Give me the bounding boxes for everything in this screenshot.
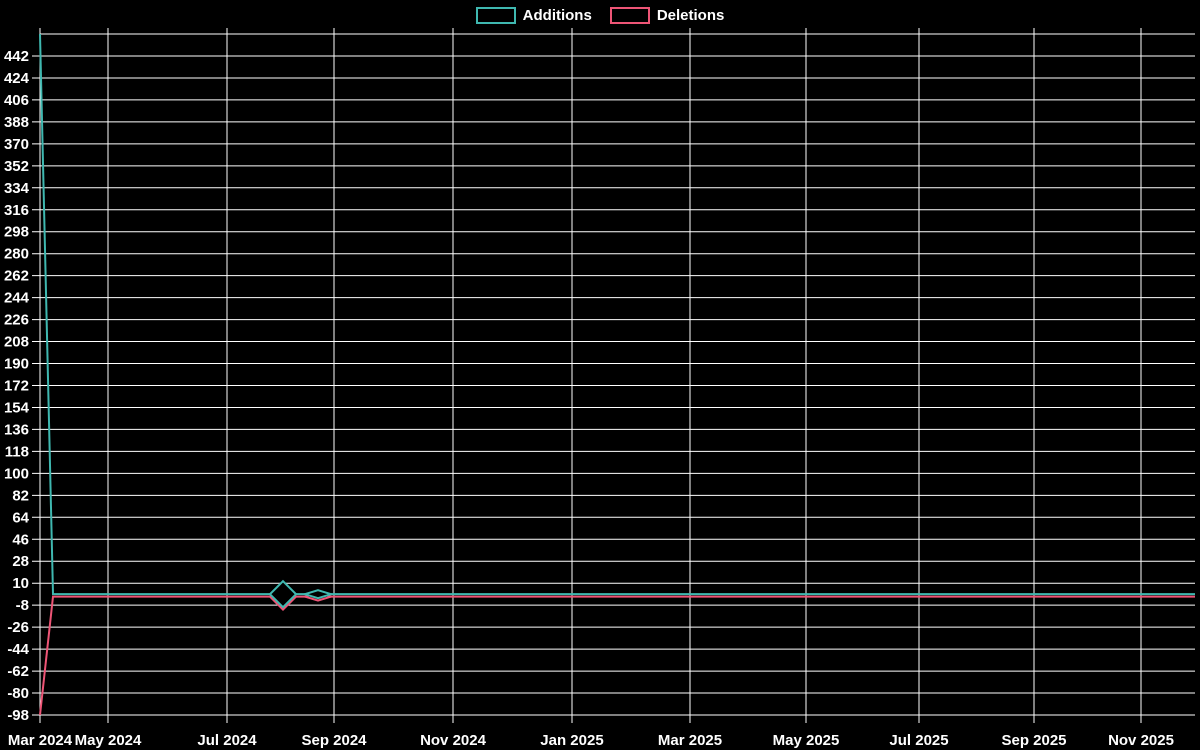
y-tick-label: -80 [7, 685, 29, 702]
y-tick-label: 118 [5, 443, 29, 460]
y-tick-label: 280 [4, 246, 29, 263]
y-tick-label: 190 [4, 356, 29, 373]
y-tick-label: -26 [7, 619, 29, 636]
x-tick-label: May 2024 [75, 732, 142, 749]
axis-labels: 442 424 406 388 370 352 334 316 298 280 262 244 226 2… [4, 48, 1174, 749]
y-tick-label: 136 [4, 421, 29, 438]
y-tick-label: 226 [4, 312, 29, 329]
y-tick-label: 406 [4, 92, 29, 109]
y-tick-label: 64 [12, 509, 29, 526]
y-tick-label: 28 [12, 553, 29, 570]
y-tick-label: 262 [4, 268, 29, 285]
y-tick-label: 172 [4, 377, 29, 394]
deletions-line [39, 595, 1195, 716]
x-tick-label: May 2025 [773, 732, 840, 749]
additions-legend-swatch-icon [475, 7, 516, 24]
y-tick-label: 316 [4, 202, 29, 219]
additions-point-marker[interactable] [268, 579, 298, 609]
deletions-legend-swatch-icon [609, 7, 650, 24]
y-tick-label: -98 [7, 707, 29, 724]
x-tick-label: Jan 2025 [540, 732, 603, 749]
y-tick-label: 388 [4, 114, 29, 131]
highlight-markers [268, 579, 335, 612]
y-tick-label: 46 [12, 531, 29, 548]
x-tick-label: Mar 2024 [8, 732, 73, 749]
y-tick-label: -62 [7, 663, 29, 680]
y-tick-label: 244 [4, 290, 30, 307]
y-tick-label: -44 [7, 641, 29, 658]
gridlines [32, 28, 1195, 723]
x-tick-label: Nov 2024 [420, 732, 487, 749]
y-tick-label: 10 [12, 575, 29, 592]
x-tick-label: Sep 2025 [1001, 732, 1066, 749]
y-tick-label: 352 [4, 158, 29, 175]
y-tick-label: 334 [4, 180, 30, 197]
y-tick-label: 424 [4, 70, 30, 87]
y-tick-label: 82 [12, 487, 29, 504]
x-tick-label: Jul 2024 [197, 732, 257, 749]
y-tick-label: 208 [4, 334, 29, 351]
y-tick-label: 370 [4, 136, 29, 153]
x-tick-label: Sep 2024 [301, 732, 367, 749]
y-tick-label: 442 [4, 48, 29, 65]
x-tick-label: Nov 2025 [1108, 732, 1174, 749]
legend-item-additions[interactable]: Additions [475, 7, 592, 24]
y-tick-label: 100 [4, 465, 29, 482]
additions-point-marker[interactable] [301, 589, 335, 600]
x-tick-label: Jul 2025 [889, 732, 948, 749]
y-tick-label: 298 [4, 224, 29, 241]
additions-legend-label: Additions [522, 7, 592, 24]
x-tick-label: Mar 2025 [658, 732, 722, 749]
chart-legend: Additions Deletions [0, 7, 1200, 24]
y-tick-label: -8 [16, 597, 29, 614]
deletions-legend-label: Deletions [656, 7, 725, 24]
legend-item-deletions[interactable]: Deletions [609, 7, 725, 24]
y-tick-label: 154 [4, 399, 30, 416]
additions-line [39, 33, 1195, 596]
series-lines [39, 33, 1195, 716]
